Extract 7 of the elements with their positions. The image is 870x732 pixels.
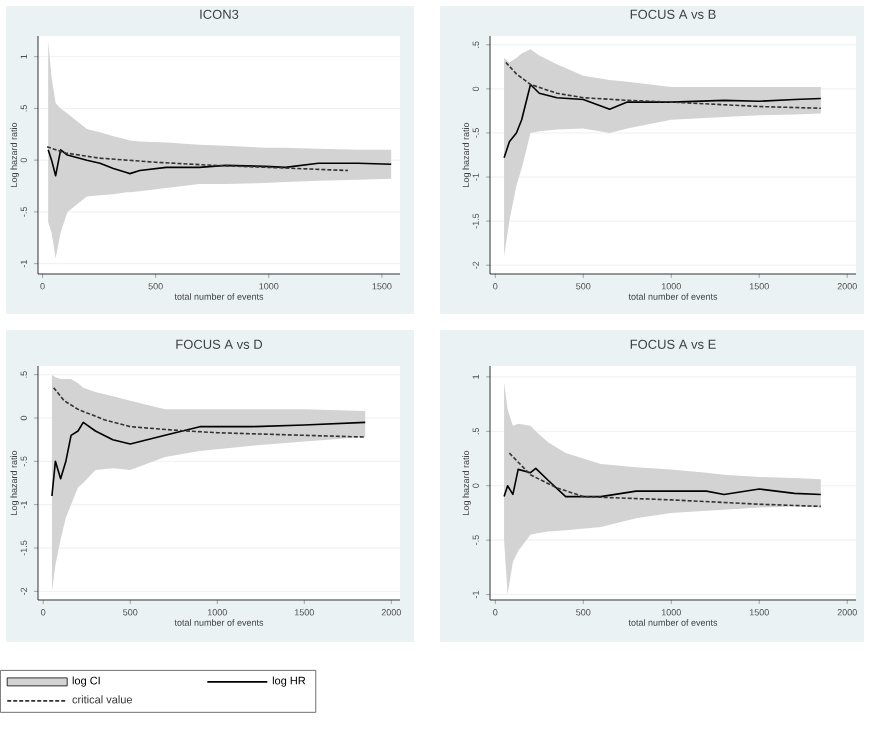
line-series	[52, 386, 366, 438]
line-series	[505, 61, 822, 110]
line-series	[503, 83, 822, 159]
line-series	[47, 149, 392, 177]
line-series	[508, 452, 822, 508]
line-series	[51, 421, 366, 497]
line-series	[46, 145, 349, 172]
